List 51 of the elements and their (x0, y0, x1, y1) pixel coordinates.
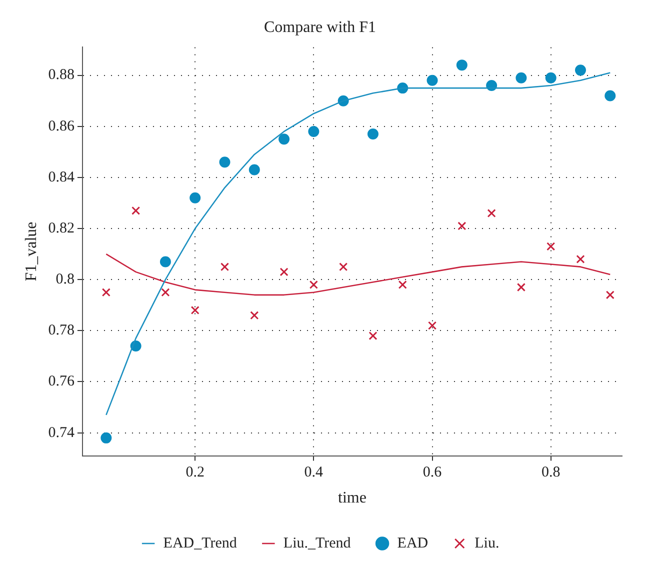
y-tick-label: 0.74 (48, 424, 75, 441)
x-tick-label: 0.2 (186, 464, 204, 481)
point (308, 126, 320, 137)
point (220, 262, 230, 272)
x-tick-label: 0.4 (304, 464, 324, 481)
legend-label: EAD_Trend (163, 535, 238, 552)
legend-label: EAD (397, 535, 428, 552)
point (426, 74, 438, 86)
point (367, 128, 378, 140)
point (516, 282, 526, 292)
y-tick-label: 0.76 (48, 374, 75, 390)
y-tick-label: 0.86 (48, 118, 75, 134)
point (132, 206, 140, 215)
legend-label: Liu. (474, 535, 500, 552)
point (576, 254, 585, 264)
point (606, 290, 614, 300)
point (545, 72, 556, 84)
point (516, 72, 527, 84)
x-tick-label: 0.8 (541, 464, 560, 481)
point (190, 192, 201, 204)
point (250, 311, 259, 320)
point (398, 280, 407, 289)
point (487, 208, 496, 218)
point (339, 262, 348, 272)
y-tick-label: 0.84 (48, 169, 75, 186)
point (428, 321, 437, 330)
x-tick-label: 0.6 (422, 464, 442, 481)
point (190, 306, 200, 315)
point (219, 156, 230, 168)
point (278, 134, 290, 145)
point (546, 242, 556, 251)
x-axis-title: time (338, 490, 366, 507)
point (248, 164, 260, 176)
point (280, 268, 288, 276)
y-axis-title: F1_value (22, 222, 40, 282)
point (100, 432, 112, 444)
point (604, 90, 616, 102)
point (309, 280, 318, 289)
point (456, 60, 468, 71)
legend-label: Liu._Trend (283, 535, 352, 552)
point (574, 64, 586, 76)
y-tick-label: 0.8 (56, 272, 74, 288)
point (102, 288, 110, 297)
y-tick-label: 0.88 (48, 67, 74, 84)
y-tick-label: 0.78 (48, 322, 74, 339)
chart-title: Compare with F1 (264, 18, 376, 36)
point (368, 331, 378, 340)
y-tick-label: 0.82 (48, 220, 74, 236)
point (161, 288, 170, 297)
point (458, 222, 466, 230)
point (160, 256, 171, 268)
